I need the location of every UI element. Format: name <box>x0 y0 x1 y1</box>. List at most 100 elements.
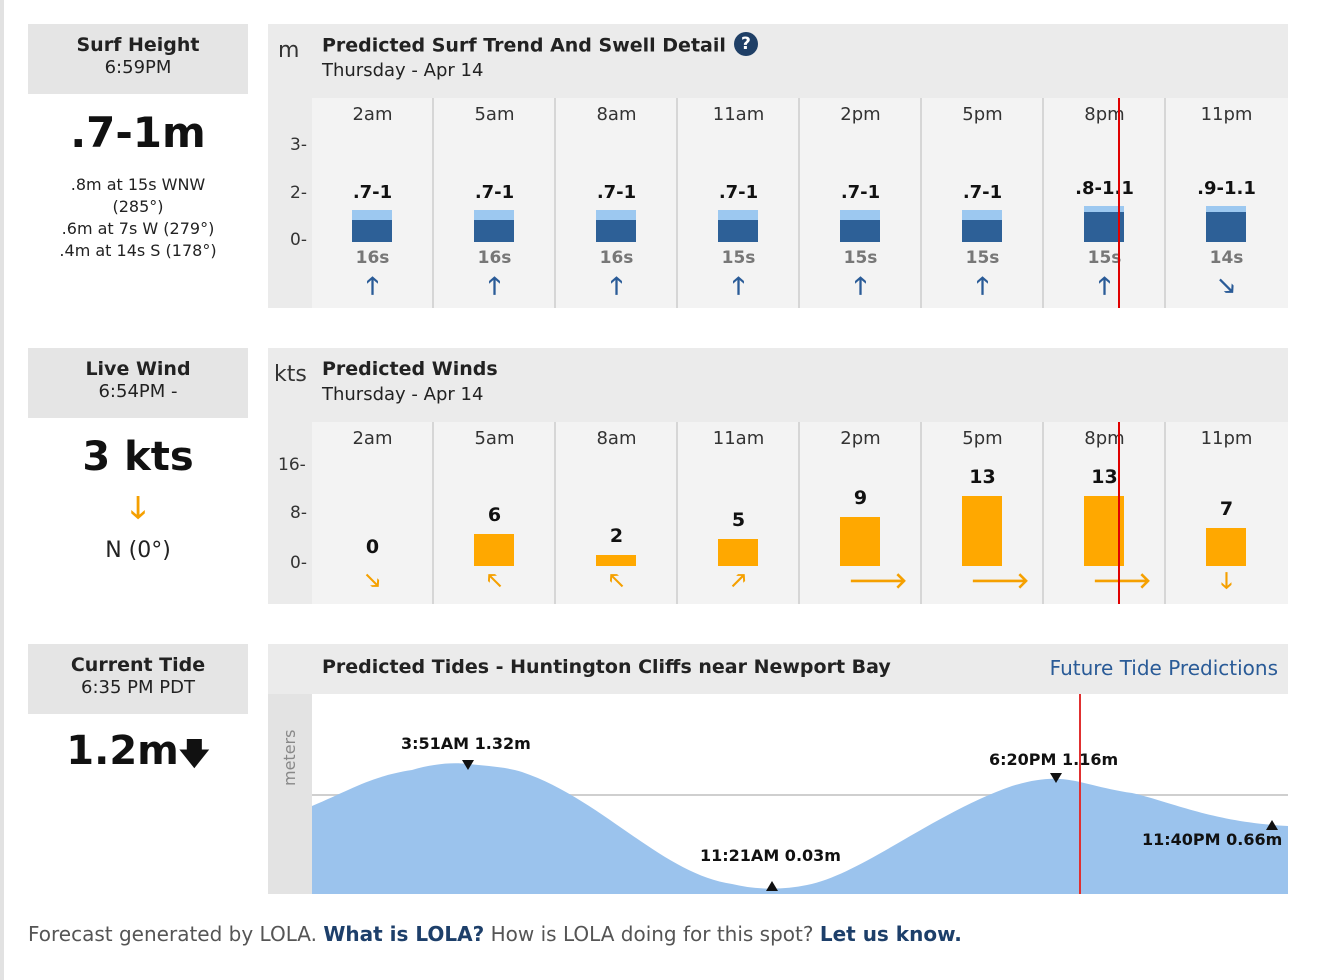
tide-chart-area: 3:51AM 1.32m 11:21AM 0.03m 6:20PM 1.16m … <box>312 694 1288 894</box>
live-wind-header: Live Wind 6:54PM - <box>28 348 248 418</box>
surf-bar-min <box>596 220 636 242</box>
surf-y-tick: 3- <box>290 135 307 155</box>
surf-column-2pm: 2pm .7-1 15s 🡑 <box>800 98 921 308</box>
swell-list: .8m at 15s WNW (285°) .6m at 7s W (279°)… <box>28 174 248 262</box>
surf-time-label: 8pm <box>1084 104 1125 125</box>
surf-bar-min <box>718 220 758 242</box>
column-divider <box>1164 98 1166 308</box>
surf-current-time-line <box>1118 98 1120 308</box>
surf-bar-max <box>840 210 880 220</box>
surf-panel-title: Predicted Surf Trend And Swell Detail <box>322 34 726 57</box>
current-tide-row: 1.2m🡇 <box>28 728 248 783</box>
column-divider <box>1042 98 1044 308</box>
wind-speed-bar <box>474 534 514 566</box>
wind-speed-bar <box>840 517 880 566</box>
let-us-know-link[interactable]: Let us know. <box>819 922 962 946</box>
left-border <box>0 0 4 980</box>
question-circle-icon[interactable]: ? <box>733 32 758 56</box>
surf-column-2am: 2am .7-1 16s 🡑 <box>312 98 433 308</box>
swell-line: .8m at 15s WNW <box>70 175 206 194</box>
tide-low-marker <box>1266 820 1278 830</box>
tide-current-time-line <box>1079 694 1081 894</box>
swell-period: 15s <box>965 248 1000 268</box>
swell-period: 15s <box>843 248 878 268</box>
arrow-right-icon: 🡒 <box>970 569 1030 594</box>
surf-bar-min <box>962 220 1002 242</box>
wind-time-label: 8pm <box>1084 428 1125 449</box>
wind-column-5am: 5am 6 🡔 <box>434 422 555 604</box>
wind-time-label: 11am <box>712 428 765 449</box>
column-divider <box>676 98 678 308</box>
tide-label: 6:20PM 1.16m <box>989 750 1119 769</box>
tide-chart-svg <box>312 763 1288 894</box>
surf-column-8am: 8am .7-1 16s 🡑 <box>556 98 677 308</box>
wind-speed-bar <box>962 496 1002 566</box>
wind-time-label: 2pm <box>840 428 881 449</box>
surf-height-value: .7-1m <box>70 108 206 157</box>
live-wind-direction: N (0°) <box>105 538 171 563</box>
wind-speed-value: 13 <box>1091 466 1118 488</box>
surf-range-value: .7-1 <box>962 182 1003 203</box>
wind-speed-bar <box>718 539 758 566</box>
surf-range-value: .7-1 <box>596 182 637 203</box>
wind-time-label: 11pm <box>1200 428 1253 449</box>
surf-range-value: .7-1 <box>718 182 759 203</box>
wind-time-label: 5am <box>474 428 515 449</box>
current-tide-time: 6:35 PM PDT <box>81 677 195 698</box>
surf-range-value: .7-1 <box>352 182 393 203</box>
arrow-up-left-icon: 🡔 <box>487 569 502 594</box>
surf-column-11pm: 11pm .9-1.1 14s 🡖 <box>1166 98 1287 308</box>
surf-height-time: 6:59PM <box>104 57 172 78</box>
column-divider <box>920 422 922 604</box>
arrow-down-right-icon: 🡖 <box>1218 272 1235 300</box>
wind-arrow-down-icon: 🡓 <box>130 491 146 526</box>
surf-column-11am: 11am .7-1 15s 🡑 <box>678 98 799 308</box>
current-tide-title: Current Tide <box>70 654 206 676</box>
future-tide-predictions-link[interactable]: Future Tide Predictions <box>1049 656 1278 680</box>
wind-current-time-line <box>1118 422 1120 604</box>
arrow-right-icon: 🡒 <box>1092 569 1152 594</box>
wind-time-label: 5pm <box>962 428 1003 449</box>
arrow-up-right-icon: 🡕 <box>731 569 746 594</box>
wind-panel-title: Predicted Winds <box>322 358 498 380</box>
surf-time-label: 8am <box>596 104 637 125</box>
surf-range-value: .7-1 <box>474 182 515 203</box>
wind-column-11am: 11am 5 🡕 <box>678 422 799 604</box>
surf-unit-label: m <box>278 38 300 63</box>
surf-forecast-panel: m Predicted Surf Trend And Swell Detail?… <box>268 24 1288 308</box>
arrow-down-icon: 🡓 <box>1220 569 1233 594</box>
wind-column-8pm: 8pm 13 🡒 <box>1044 422 1165 604</box>
wind-speed-value: 2 <box>609 525 624 547</box>
what-is-lola-link[interactable]: What is LOLA? <box>323 922 485 946</box>
surf-time-label: 11pm <box>1200 104 1253 125</box>
column-divider <box>676 422 678 604</box>
tide-low-marker <box>766 881 778 891</box>
wind-speed-bar <box>596 555 636 566</box>
wind-time-label: 8am <box>596 428 637 449</box>
wind-speed-value: 9 <box>853 487 868 509</box>
column-divider <box>1164 422 1166 604</box>
wind-speed-value: 5 <box>731 509 746 531</box>
surf-range-value: .8-1.1 <box>1075 178 1134 199</box>
arrow-down-right-icon: 🡖 <box>365 569 380 594</box>
wind-unit-label: kts <box>274 362 307 387</box>
live-wind-value: 3 kts <box>82 434 194 480</box>
surf-bar-min <box>1084 212 1124 242</box>
surf-range-value: .9-1.1 <box>1197 178 1256 199</box>
tide-curve-area <box>312 763 1288 894</box>
surf-time-label: 11am <box>712 104 765 125</box>
tide-label: 11:40PM 0.66m <box>1142 830 1283 849</box>
live-wind-title: Live Wind <box>85 358 191 380</box>
wind-column-5pm: 5pm 13 🡒 <box>922 422 1043 604</box>
surf-y-tick: 2- <box>290 183 307 203</box>
wind-column-8am: 8am 2 🡔 <box>556 422 677 604</box>
current-tide-value: 1.2m <box>66 728 179 774</box>
column-divider <box>1042 422 1044 604</box>
arrow-up-icon: 🡑 <box>976 272 989 300</box>
surf-bar-min <box>352 220 392 242</box>
swell-line: .4m at 14s S (178°) <box>59 241 217 260</box>
tide-high-marker <box>462 760 474 770</box>
surf-height-title: Surf Height <box>76 34 200 56</box>
surf-y-tick: 0- <box>290 230 307 250</box>
wind-forecast-panel: kts Predicted Winds Thursday - Apr 14 16… <box>268 348 1288 604</box>
